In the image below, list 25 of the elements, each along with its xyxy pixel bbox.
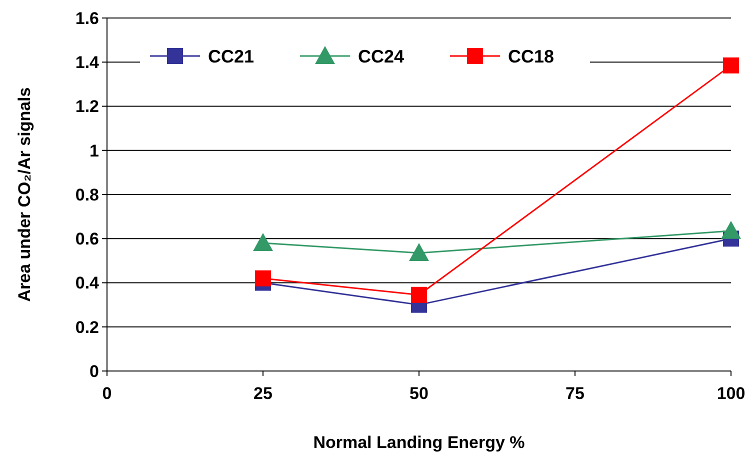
point	[723, 57, 739, 74]
y-tick-label: 0.8	[75, 185, 99, 204]
x-tick-label: 0	[102, 384, 112, 403]
y-tick-label: 1.2	[75, 97, 99, 116]
y-tick-label: 1	[90, 141, 99, 160]
y-tick-label: 0.6	[75, 230, 99, 249]
legend-label: CC21	[208, 46, 254, 66]
point	[253, 233, 273, 252]
x-tick-label: 75	[566, 384, 584, 403]
y-tick-label: 0.2	[75, 318, 99, 337]
x-tick-label: 25	[254, 384, 272, 403]
legend-label: CC18	[508, 46, 554, 66]
x-axis-title: Normal Landing Energy %	[313, 433, 525, 452]
y-tick-label: 0.4	[75, 274, 100, 293]
x-tick-label: 50	[410, 384, 428, 403]
point	[411, 286, 427, 303]
y-axis-title: Area under CO₂/Ar signals	[15, 87, 34, 302]
y-tick-label: 1.4	[75, 53, 100, 72]
point	[255, 270, 271, 286]
x-tick-label: 100	[716, 384, 746, 403]
point	[721, 220, 741, 239]
y-tick-label: 1.6	[75, 8, 99, 28]
legend-label: CC24	[358, 46, 404, 66]
point	[409, 242, 429, 261]
y-tick-label: 0	[90, 362, 99, 381]
